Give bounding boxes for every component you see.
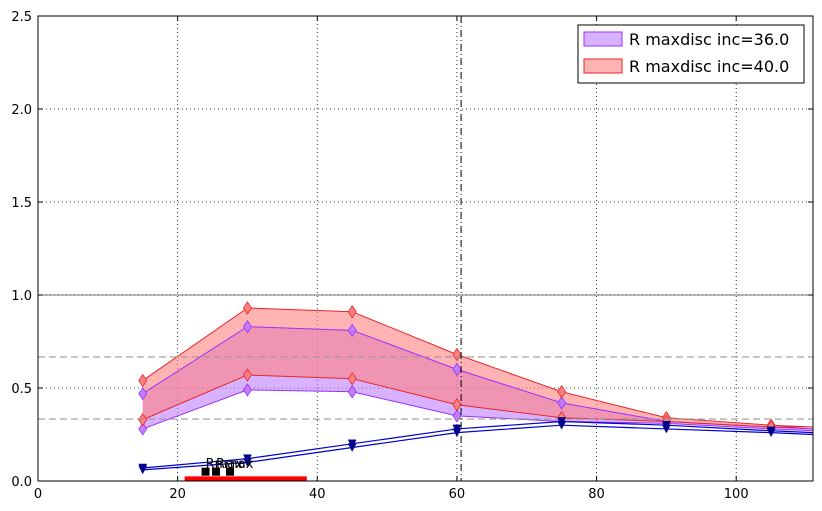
band-point-lower-1 [242,368,252,382]
blue-point-1 [243,458,252,467]
x-tick-label: 0 [34,487,42,502]
band-fill-1 [142,308,813,428]
y-tick-label: 1.5 [11,196,32,211]
band-point-upper-0 [347,323,357,338]
blue-point-1 [557,420,567,430]
blue-line-1 [142,424,814,471]
x-tick-label: 60 [449,487,466,502]
blue-point-1 [661,424,671,434]
annotation-label: Rmax [206,457,244,472]
band-point-upper-0 [242,319,252,334]
annotation-label: Rmax [216,457,254,472]
band-point-upper-0 [452,362,462,377]
axes-frame [37,15,814,482]
ticks: 0 20 40 60 80 100 0.0 0.5 1.0 1.5 2.0 2.5 [11,10,813,502]
blue-lines [138,417,814,475]
band-point-upper-1 [347,305,357,319]
band-point-upper-1 [138,373,148,388]
square-marker [201,467,210,476]
x-tick-label: 100 [724,487,749,502]
band-point-lower-1 [347,371,357,386]
x-tick-label: 20 [169,487,186,502]
band-edge-upper-1 [142,307,814,428]
bands [138,301,814,436]
band-point-lower-0 [138,422,148,436]
y-tick-label: 0.5 [11,382,32,397]
x-tick-label: 40 [309,487,326,502]
blue-line-0 [142,420,814,469]
y-tick-label: 2.5 [11,10,32,25]
legend-swatch-1 [583,58,623,74]
band-point-upper-1 [242,301,252,315]
band-point-upper-0 [557,396,567,410]
band-edge-lower-1 [142,374,813,428]
square-marker [226,467,235,476]
band-point-upper-1 [557,384,567,399]
blue-point-1 [347,443,357,453]
y-tick-label: 0.0 [11,475,32,490]
blue-point-1 [766,428,776,438]
y-tick-label: 1.0 [11,289,32,304]
red-bar [184,476,307,481]
square-marker [212,467,221,476]
legend-label-0: R maxdisc inc=36.0 [629,30,789,49]
legend-swatch-0 [583,31,623,47]
blue-point-1 [138,465,148,475]
reference-lines [38,16,813,481]
band-edge-lower-0 [142,389,814,432]
band-point-lower-0 [242,383,252,397]
y-tick-label: 2.0 [11,103,32,118]
legend: R maxdisc inc=36.0 R maxdisc inc=40.0 [577,24,805,84]
x-tick-label: 80 [588,487,605,502]
grid [38,15,813,481]
blue-point-1 [452,428,462,438]
band-point-lower-1 [452,398,462,412]
band-point-lower-0 [347,384,357,399]
legend-label-1: R maxdisc inc=40.0 [629,57,789,76]
band-point-upper-0 [138,386,148,401]
